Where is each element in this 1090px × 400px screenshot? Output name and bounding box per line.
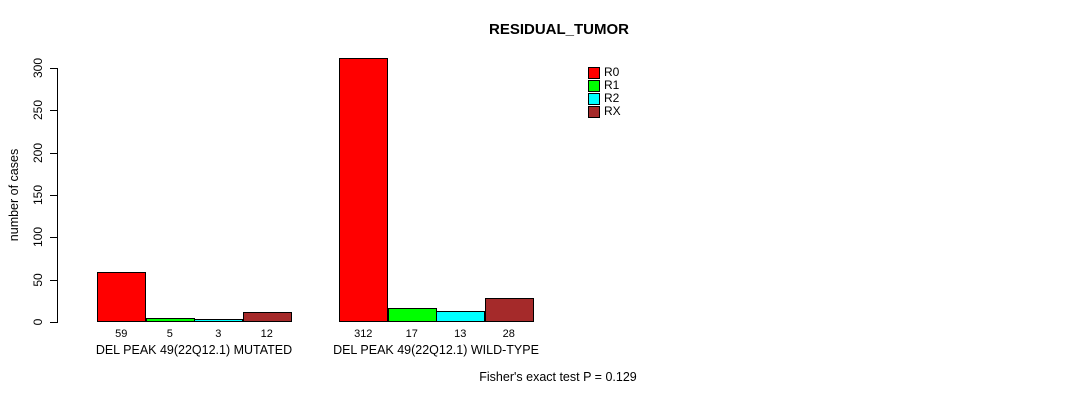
y-axis-tick-label: 100	[31, 226, 45, 248]
bar-value-label: 3	[215, 328, 222, 340]
y-axis-tick	[50, 153, 57, 154]
bar-rx-group1	[243, 312, 292, 322]
bar-value-label: 12	[260, 328, 273, 340]
legend-swatch-r2	[588, 92, 600, 105]
legend-label: RX	[604, 104, 621, 118]
bar-r2-group2	[436, 311, 485, 322]
y-axis-tick-label: 50	[31, 273, 45, 287]
bar-value-label: 59	[115, 328, 128, 340]
legend-label: R2	[604, 91, 620, 105]
y-axis-tick-label: 200	[31, 142, 45, 164]
y-axis-tick	[50, 68, 57, 69]
legend-entry-r2: R2	[588, 92, 621, 105]
bar-r1-group1	[146, 318, 195, 322]
y-axis-tick-label: 250	[31, 99, 45, 121]
bar-r1-group2	[388, 308, 437, 322]
legend-swatch-r1	[588, 79, 600, 92]
y-axis-tick	[50, 195, 57, 196]
y-axis-title: number of cases	[7, 148, 21, 242]
legend-label: R1	[604, 78, 620, 92]
y-axis-tick-label: 150	[31, 184, 45, 206]
legend-label: R0	[604, 65, 620, 79]
legend: R0 R1 R2 RX	[588, 66, 621, 118]
bar-r2-group1	[194, 319, 243, 322]
y-axis-tick-label: 300	[31, 57, 45, 79]
y-axis-tick-label: 0	[31, 318, 45, 326]
bar-value-label: 17	[405, 328, 418, 340]
y-axis-tick	[50, 110, 57, 111]
y-axis-tick	[50, 237, 57, 238]
category-label-group1: DEL PEAK 49(22Q12.1) MUTATED	[95, 343, 293, 357]
bar-value-label: 28	[502, 328, 515, 340]
bar-value-label: 13	[454, 328, 467, 340]
bar-r0-group2	[339, 58, 388, 322]
legend-entry-r1: R1	[588, 79, 621, 92]
y-axis-tick	[50, 322, 57, 323]
legend-swatch-rx	[588, 105, 600, 118]
fishers-test-annotation: Fisher's exact test P = 0.129	[479, 370, 637, 384]
bar-value-label: 312	[354, 328, 373, 340]
y-axis-line	[57, 68, 58, 323]
y-axis-tick	[50, 280, 57, 281]
legend-entry-r0: R0	[588, 66, 621, 79]
bar-r0-group1	[97, 272, 146, 322]
bar-rx-group2	[485, 298, 534, 322]
bar-value-label: 5	[166, 328, 173, 340]
category-label-group2: DEL PEAK 49(22Q12.1) WILD-TYPE	[333, 343, 539, 357]
chart-title: RESIDUAL_TUMOR	[488, 21, 630, 38]
legend-swatch-r0	[588, 66, 600, 79]
legend-entry-rx: RX	[588, 105, 621, 118]
